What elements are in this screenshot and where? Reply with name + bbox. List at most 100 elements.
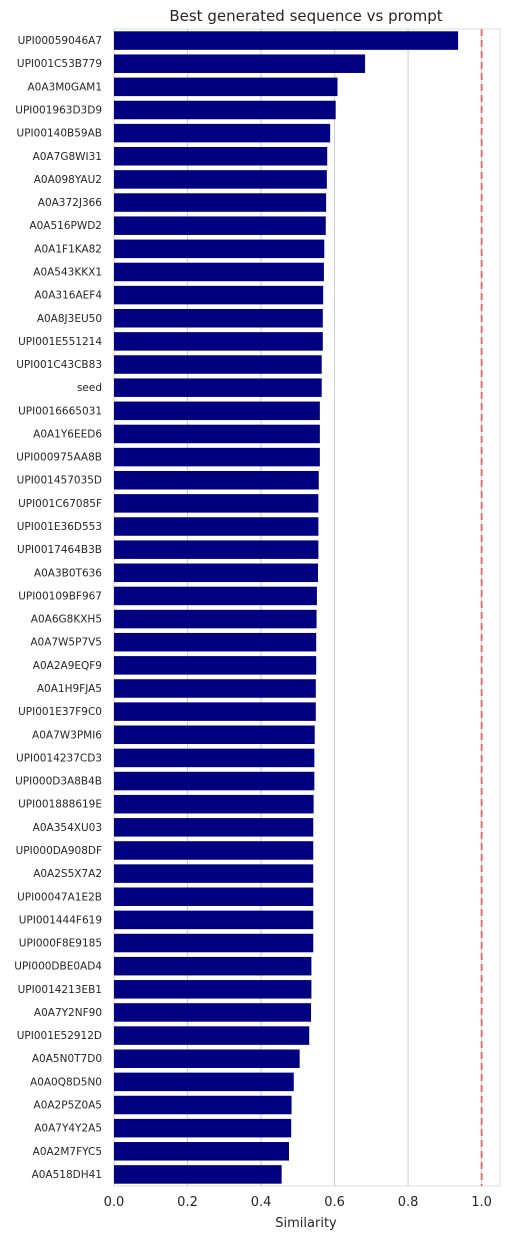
y-tick-label: A0A7W5P7V5 — [30, 637, 102, 649]
bar — [114, 31, 459, 50]
bar — [114, 841, 314, 860]
y-tick-label: UPI001457035D — [17, 475, 102, 487]
y-tick-label: UPI001E37F9C0 — [18, 706, 102, 718]
bar — [114, 355, 322, 374]
bar — [114, 818, 314, 837]
y-tick-label: UPI000DA908DF — [16, 845, 102, 857]
y-tick-label: UPI001444F619 — [19, 914, 102, 926]
y-tick-label: A0A2S5X7A2 — [33, 868, 102, 880]
bar — [114, 447, 320, 467]
y-tick-labels: UPI00059046A7 UPI001C53B779 A0A3M0GAM1 UPI0… — [14, 35, 102, 1181]
y-tick-label: A0A3B0T636 — [34, 567, 102, 579]
bar — [114, 401, 320, 421]
y-tick-label: A0A6G8KXH5 — [31, 614, 102, 626]
x-tick-label: 0.8 — [398, 1195, 419, 1210]
y-tick-label: A0A7Y2NF90 — [34, 1007, 102, 1019]
y-tick-label: A0A1H9FJA5 — [37, 683, 102, 695]
y-tick-label: A0A098YAU2 — [34, 174, 102, 186]
bar — [114, 77, 338, 97]
bar — [114, 656, 317, 675]
bar — [114, 100, 336, 120]
bar — [114, 1142, 289, 1161]
bar — [114, 147, 328, 166]
bar — [114, 586, 317, 606]
y-tick-label: A0A0Q8D5N0 — [30, 1076, 102, 1088]
bar — [114, 123, 331, 143]
y-tick-label: UPI0014213EB1 — [18, 984, 102, 996]
x-tick-label: 0.6 — [324, 1195, 345, 1210]
bar — [114, 216, 326, 235]
bar — [114, 170, 327, 189]
y-tick-label: A0A3M0GAM1 — [27, 81, 102, 93]
y-tick-label: UPI0017464B3B — [17, 544, 102, 556]
y-tick-label: UPI000F8E9185 — [19, 938, 102, 950]
y-tick-label: UPI0016665031 — [18, 405, 102, 417]
y-tick-label: UPI001C67085F — [18, 498, 102, 510]
y-tick-label: A0A2A9EQF9 — [33, 660, 102, 672]
bar — [114, 1165, 282, 1184]
bar — [114, 1026, 310, 1045]
bar — [114, 956, 312, 976]
y-tick-label: UPI001C53B779 — [17, 58, 102, 70]
bar — [114, 609, 317, 629]
bar — [114, 54, 366, 73]
bar — [114, 239, 325, 259]
bar — [114, 470, 319, 490]
y-tick-label: A0A1F1KA82 — [34, 243, 102, 255]
x-tick-label: 1.0 — [471, 1195, 492, 1210]
y-tick-label: seed — [77, 382, 102, 394]
y-tick-label: A0A7G8WI31 — [33, 151, 102, 163]
y-tick-label: UPI00109BF967 — [18, 590, 102, 602]
bar — [114, 378, 322, 397]
bar — [114, 748, 315, 768]
bar — [114, 193, 327, 212]
y-tick-label: UPI001E36D553 — [17, 521, 102, 533]
y-tick-label: UPI000DBE0AD4 — [14, 961, 102, 973]
bar — [114, 864, 314, 883]
bar — [114, 308, 323, 328]
bar — [114, 1003, 312, 1022]
bar — [114, 424, 320, 444]
y-tick-label: A0A372J366 — [38, 197, 103, 209]
bar — [114, 332, 323, 351]
bar — [114, 1072, 294, 1092]
bars-group — [114, 31, 459, 1184]
bar — [114, 1118, 292, 1138]
y-tick-label: A0A2M7FYC5 — [33, 1146, 102, 1158]
y-tick-label: UPI001888619E — [18, 799, 102, 811]
y-tick-label: A0A5N0T7D0 — [32, 1053, 102, 1065]
y-tick-label: UPI00140B59AB — [17, 128, 102, 140]
y-tick-label: UPI00047A1E2B — [17, 891, 102, 903]
bar — [114, 794, 314, 814]
bar — [114, 980, 312, 999]
bar — [114, 887, 314, 907]
y-tick-label: A0A316AEF4 — [34, 290, 102, 302]
x-tick-label: 0.2 — [177, 1195, 198, 1210]
bar — [114, 1095, 292, 1115]
bar — [114, 771, 315, 791]
y-tick-label: UPI001E52912D — [17, 1030, 102, 1042]
bar — [114, 540, 319, 559]
bar — [114, 1049, 300, 1068]
y-tick-label: A0A7W3PMI6 — [32, 729, 102, 741]
bar — [114, 933, 314, 953]
x-tick-label: 0.0 — [104, 1195, 125, 1210]
y-tick-label: A0A2P5Z0A5 — [34, 1100, 102, 1112]
bar — [114, 632, 317, 652]
bar — [114, 910, 314, 930]
y-tick-label: A0A354XU03 — [33, 822, 102, 834]
y-tick-label: UPI0014237CD3 — [16, 752, 102, 764]
y-tick-label: UPI001C43CB83 — [16, 359, 102, 371]
x-axis-label: Similarity — [275, 1216, 337, 1231]
chart-title: Best generated sequence vs prompt — [169, 7, 442, 25]
y-tick-label: UPI001963D3D9 — [15, 104, 102, 116]
y-tick-label: A0A543KKX1 — [33, 266, 102, 278]
bar — [114, 285, 324, 305]
y-tick-label: UPI00059046A7 — [18, 35, 102, 47]
bar — [114, 725, 315, 745]
bar — [114, 679, 316, 698]
bar — [114, 494, 319, 513]
y-tick-label: UPI001E551214 — [18, 336, 102, 348]
